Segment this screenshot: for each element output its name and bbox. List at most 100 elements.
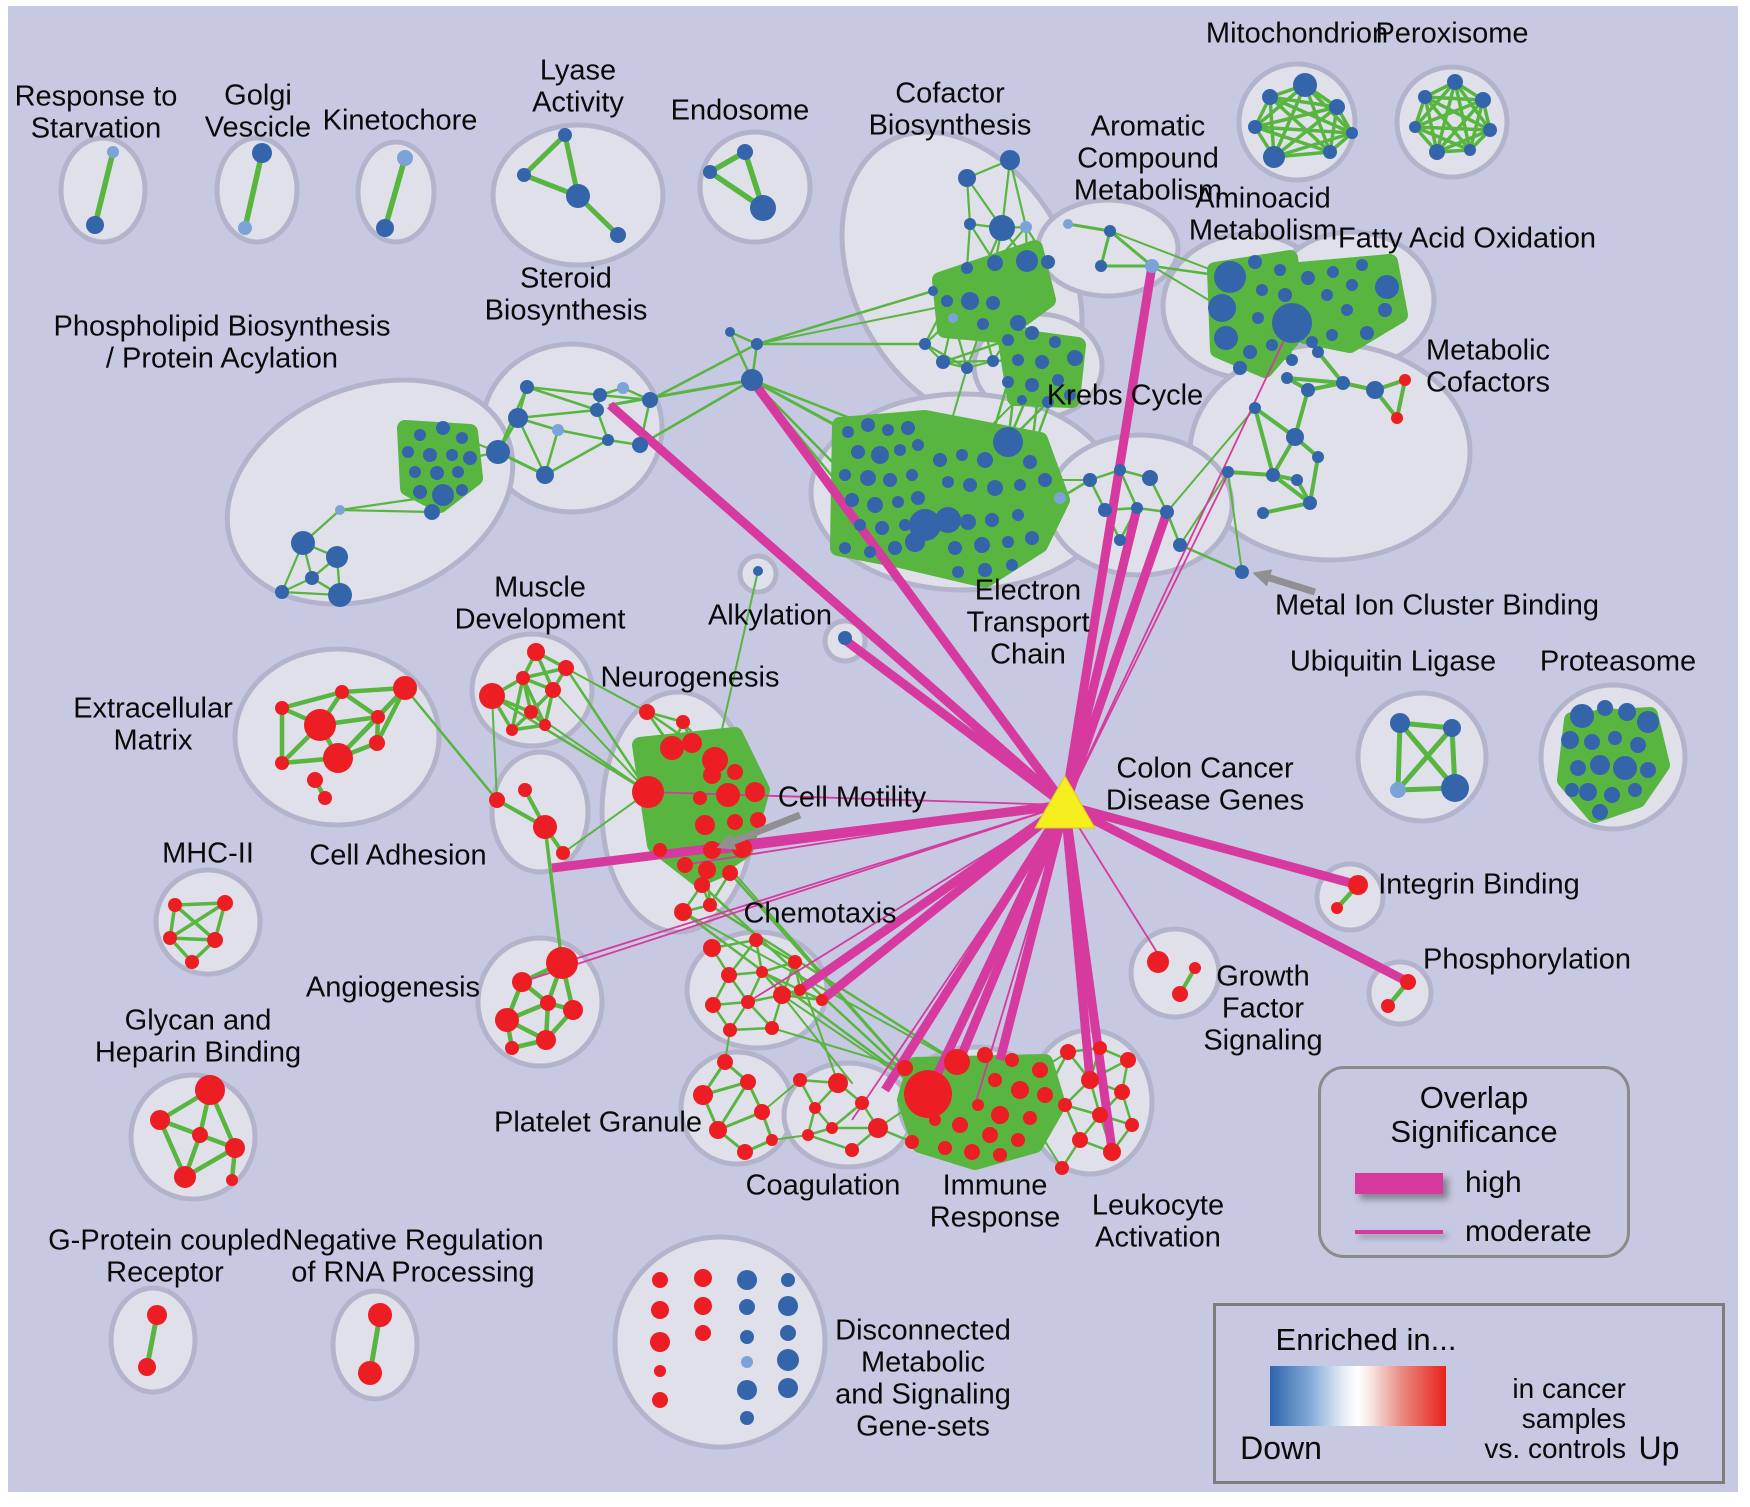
edge-mitochondrion	[1253, 125, 1354, 135]
gene-set-node-leukocyte-activation	[1103, 1143, 1121, 1161]
gene-set-node-glycan-heparin-binding	[174, 1166, 196, 1188]
gene-set-node-negative-regulation-rna	[358, 1361, 382, 1385]
gene-set-node-ubiquitin-ligase	[1443, 719, 1461, 737]
up-label: Up	[1638, 1430, 1680, 1466]
gene-set-node-immune-response	[988, 1073, 1002, 1087]
gene-set-node-mitochondrion	[1329, 99, 1345, 115]
gene-set-node-growth-factor-signaling	[1147, 951, 1169, 973]
gene-set-node-extracellular-matrix	[318, 791, 332, 805]
edge-steroid-biosynthesis	[543, 438, 610, 477]
gene-set-node-neurogenesis	[703, 898, 717, 912]
gene-set-node-disconnected-gene-sets	[654, 1365, 666, 1377]
cluster-label-aromatic-compound-metabolism: Aromatic	[1091, 111, 1205, 143]
gene-set-node-disconnected-gene-sets	[781, 1273, 795, 1287]
edge-metabolic-cofactors	[1395, 378, 1407, 420]
gene-set-node-metabolic-cofactors	[1222, 466, 1234, 478]
gene-set-node-extracellular-matrix	[393, 676, 417, 700]
overlap-edge-high	[819, 801, 1068, 1004]
cluster-label-glycan-heparin-binding: Glycan and	[125, 1005, 272, 1037]
inter-cluster-edge	[1043, 1050, 1070, 1097]
gene-set-node-metabolic-cofactors	[1366, 381, 1384, 399]
gene-set-node-krebs-cycle	[1002, 376, 1014, 388]
gene-set-node-coagulation	[855, 1096, 869, 1110]
gene-set-node-neurogenesis	[693, 791, 707, 805]
cluster-label-lyase-activity: Activity	[532, 87, 624, 119]
edge-phospholipid-biosynthesis	[338, 508, 434, 514]
gene-set-node-immune-response	[1023, 1111, 1037, 1125]
edge-fatty-acid-oxidation	[1311, 309, 1348, 343]
gene-set-node-proteasome	[1608, 731, 1622, 745]
edge-extracellular-matrix	[339, 689, 381, 720]
cluster-label-g-protein-coupled-receptor: G-Protein coupled	[48, 1225, 282, 1257]
gene-set-node-steroid-biosynthesis	[590, 403, 604, 417]
gene-set-node-mitochondrion	[1293, 73, 1317, 97]
gene-set-node-angiogenesis	[563, 1000, 583, 1020]
inter-cluster-edge	[781, 994, 853, 1084]
gene-set-node-aminoacid-metabolism	[1252, 312, 1264, 324]
gene-set-node-neurogenesis	[694, 877, 710, 893]
gene-set-node-proteasome	[1565, 783, 1579, 797]
gene-set-node-cofactor-biosynthesis	[941, 295, 953, 307]
cluster-label-phospholipid-biosynthesis: Phospholipid Biosynthesis	[54, 311, 391, 343]
cluster-ellipse-extracellular-matrix	[232, 646, 442, 828]
gene-set-node-disconnected-gene-sets	[741, 1356, 753, 1368]
edge-coagulation	[806, 1133, 854, 1152]
inter-cluster-edge	[756, 300, 971, 345]
gene-set-node-steroid-biosynthesis	[602, 434, 614, 446]
edge-cofactor-biosynthesis	[931, 266, 969, 293]
cluster-label-muscle-development: Development	[455, 604, 626, 636]
gene-set-node-krebs-cycle	[1049, 336, 1061, 348]
gene-set-node-peroxisome	[1464, 144, 1476, 156]
enriched-in-legend: Enriched in... Down Up in cancer samples…	[1213, 1303, 1725, 1484]
cluster-label-disconnected-gene-sets: Disconnected	[835, 1315, 1011, 1347]
gene-set-node-cofactor-biosynthesis	[948, 313, 958, 323]
cluster-label-immune-response: Response	[930, 1202, 1061, 1234]
gene-set-node-extracellular-matrix	[369, 735, 385, 751]
gene-set-node-endosome	[703, 165, 717, 179]
cluster-label-growth-factor-signaling: Growth	[1216, 961, 1309, 993]
gene-set-node-electron-transport-chain	[839, 469, 851, 481]
gene-set-node-cofactor-biosynthesis	[958, 169, 976, 187]
edge-chemotaxis	[754, 938, 797, 964]
gene-set-node-ubiquitin-ligase	[1390, 782, 1406, 798]
gene-set-node-electron-transport-chain	[1014, 479, 1026, 491]
gene-set-node-muscle-development	[545, 682, 561, 698]
gene-set-node-electron-transport-chain	[912, 439, 924, 451]
gene-set-node-phospholipid-biosynthesis	[432, 484, 454, 506]
gene-set-node-immune-response	[904, 1070, 952, 1118]
gene-set-node-leukocyte-activation	[1060, 1044, 1076, 1060]
gene-set-node-chemotaxis	[721, 967, 737, 983]
gene-set-node-electron-transport-chain	[952, 566, 964, 578]
cluster-label-growth-factor-signaling: Signaling	[1203, 1025, 1322, 1057]
gene-set-node-glycan-heparin-binding	[226, 1174, 238, 1186]
edge-mhc-ii	[173, 901, 227, 907]
inter-cluster-edge	[562, 791, 649, 854]
gene-set-node-cofactor-biosynthesis	[987, 355, 999, 367]
edge-peroxisome	[1435, 98, 1485, 154]
overlap-edge-high	[1060, 510, 1172, 807]
edge-peroxisome	[1468, 98, 1485, 152]
overlap-edge-high	[995, 803, 1070, 1062]
gene-set-node-aromatic-compound-metabolism	[1095, 260, 1107, 272]
overlap-edge-high	[607, 401, 1068, 809]
edge-extracellular-matrix	[279, 689, 345, 711]
cluster-label-cofactor-biosynthesis: Biosynthesis	[869, 110, 1032, 142]
cluster-label-negative-regulation-rna: of RNA Processing	[291, 1257, 534, 1289]
gene-set-node-neurogenesis	[677, 857, 693, 873]
gene-set-node-proteasome	[1570, 704, 1594, 728]
gene-set-node-electron-transport-chain	[935, 507, 961, 533]
gene-set-node-electron-transport-chain	[960, 514, 976, 530]
gene-set-node-phospholipid-biosynthesis	[463, 451, 477, 465]
gene-set-node-cofactor-biosynthesis	[961, 262, 973, 274]
gene-set-node-neurogenesis	[632, 776, 664, 808]
gene-set-node-phospholipid-biosynthesis	[413, 485, 427, 499]
gene-set-node-chemotaxis	[705, 997, 721, 1013]
inter-cluster-edge	[648, 342, 759, 402]
gene-set-node-leukocyte-activation	[1058, 1098, 1072, 1112]
gene-set-node-disconnected-gene-sets	[694, 1269, 712, 1287]
gene-set-node-neurogenesis	[703, 841, 721, 859]
gene-set-node-lyase-activity	[517, 168, 531, 182]
inter-cluster-edge	[1166, 407, 1256, 513]
inter-cluster-edge	[1028, 360, 1044, 464]
inter-cluster-edge	[490, 694, 650, 794]
